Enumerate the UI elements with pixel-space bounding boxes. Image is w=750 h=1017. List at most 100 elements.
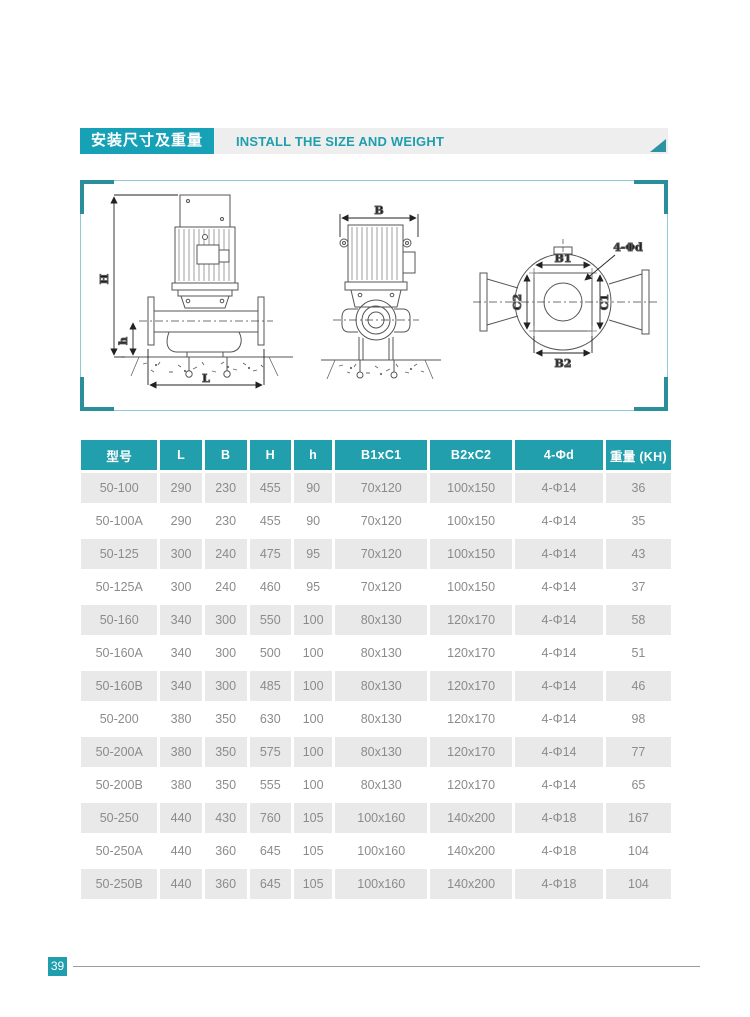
table-cell: 120x170: [430, 737, 513, 767]
table-row: 50-160 340 300 550 100 80x130 120x170 4-Φ14 58: [81, 605, 671, 635]
table-row: 50-100A 290 230 455 90 70x120 100x150 4-Φ14 35: [81, 506, 671, 536]
triangle-accent-icon: [650, 139, 666, 152]
table-row: 50-250A 440 360 645 105 100x160 140x200 4-Φ18 10…: [81, 836, 671, 866]
pump-side-view-drawing: H h L: [98, 194, 293, 389]
table-cell: 240: [204, 539, 247, 569]
table-cell: 440: [160, 803, 202, 833]
table-cell: 70x120: [335, 506, 428, 536]
table-cell: 80x130: [335, 638, 428, 668]
table-cell: 4-Φ14: [515, 473, 603, 503]
table-cell: 340: [160, 605, 202, 635]
table-row: 50-250B 440 360 645 105 100x160 140x200 4-Φ18 10…: [81, 869, 671, 899]
table-cell: 4-Φ14: [515, 572, 603, 602]
table-cell: 120x170: [430, 605, 513, 635]
table-cell: 290: [160, 506, 202, 536]
section-title-bar: 安装尺寸及重量 INSTALL THE SIZE AND WEIGHT: [80, 128, 668, 154]
column-header: 4-Φd: [515, 440, 603, 470]
table-cell: 50-100: [81, 473, 158, 503]
table-cell: 475: [249, 539, 291, 569]
table-cell: 50-200B: [81, 770, 158, 800]
table-cell: 485: [249, 671, 291, 701]
table-cell: 4-Φ14: [515, 638, 603, 668]
table-cell: 100x150: [430, 539, 513, 569]
table-cell: 455: [249, 506, 291, 536]
table-cell: 50-250B: [81, 869, 158, 899]
table-cell: 80x130: [335, 605, 428, 635]
table-row: 50-100 290 230 455 90 70x120 100x150 4-Φ14 36: [81, 473, 671, 503]
table-cell: 80x130: [335, 704, 428, 734]
table-cell: 105: [293, 869, 333, 899]
table-cell: 455: [249, 473, 291, 503]
table-cell: 95: [293, 572, 333, 602]
table-cell: 240: [204, 572, 247, 602]
table-cell: 90: [293, 473, 333, 503]
table-cell: 50-160: [81, 605, 158, 635]
dim-label-B2: B2: [555, 357, 572, 370]
table-cell: 440: [160, 869, 202, 899]
table-cell: 50-160A: [81, 638, 158, 668]
table-cell: 167: [605, 803, 671, 833]
dim-label-C1: C1: [598, 294, 611, 310]
column-header: 重量 (KH): [605, 440, 671, 470]
table-cell: 4-Φ14: [515, 737, 603, 767]
table-cell: 575: [249, 737, 291, 767]
table-cell: 300: [204, 605, 247, 635]
table-cell: 37: [605, 572, 671, 602]
table-cell: 440: [160, 836, 202, 866]
table-cell: 100: [293, 671, 333, 701]
table-cell: 43: [605, 539, 671, 569]
table-cell: 100: [293, 638, 333, 668]
corner-accent-top-right: [634, 180, 668, 214]
table-cell: 4-Φ18: [515, 869, 603, 899]
table-cell: 555: [249, 770, 291, 800]
table-row: 50-125A 300 240 460 95 70x120 100x150 4-Φ14 37: [81, 572, 671, 602]
table-cell: 380: [160, 737, 202, 767]
table-body: 50-100 290 230 455 90 70x120 100x150 4-Φ14 36 50-…: [81, 473, 671, 899]
dim-label-B: B: [374, 204, 383, 217]
column-header: 型号: [81, 440, 158, 470]
table-cell: 300: [204, 671, 247, 701]
dim-label-bolt-holes: 4-Φd: [613, 241, 643, 254]
table-cell: 100x160: [335, 803, 428, 833]
column-header: h: [293, 440, 333, 470]
dim-label-B1: B1: [555, 252, 572, 265]
table-cell: 50-250: [81, 803, 158, 833]
table-cell: 4-Φ14: [515, 539, 603, 569]
table-row: 50-200A 380 350 575 100 80x130 120x170 4-Φ14 77: [81, 737, 671, 767]
table-cell: 120x170: [430, 770, 513, 800]
table-cell: 300: [204, 638, 247, 668]
table-cell: 760: [249, 803, 291, 833]
table-cell: 140x200: [430, 836, 513, 866]
footer-rule: [73, 966, 700, 967]
pump-flange-top-view-drawing: B1 B2 C2 C1 4-Φd: [473, 239, 659, 371]
table-cell: 4-Φ14: [515, 605, 603, 635]
table-cell: 50-160B: [81, 671, 158, 701]
dimension-drawing-panel: H h L: [80, 180, 668, 411]
table-cell: 100x150: [430, 572, 513, 602]
table-cell: 100: [293, 737, 333, 767]
table-row: 50-160A 340 300 500 100 80x130 120x170 4-Φ14 51: [81, 638, 671, 668]
table-cell: 46: [605, 671, 671, 701]
table-cell: 120x170: [430, 704, 513, 734]
table-cell: 100: [293, 770, 333, 800]
table-cell: 360: [204, 836, 247, 866]
pump-front-view-drawing: B: [321, 204, 441, 380]
table-cell: 95: [293, 539, 333, 569]
table-cell: 90: [293, 506, 333, 536]
table-cell: 104: [605, 836, 671, 866]
table-cell: 36: [605, 473, 671, 503]
table-cell: 350: [204, 770, 247, 800]
table-cell: 4-Φ14: [515, 506, 603, 536]
section-title-chinese: 安装尺寸及重量: [80, 128, 215, 154]
table-cell: 77: [605, 737, 671, 767]
table-cell: 630: [249, 704, 291, 734]
table-cell: 65: [605, 770, 671, 800]
table-cell: 380: [160, 770, 202, 800]
table-cell: 100: [293, 605, 333, 635]
table-row: 50-200 380 350 630 100 80x130 120x170 4-Φ14 98: [81, 704, 671, 734]
table-cell: 100: [293, 704, 333, 734]
